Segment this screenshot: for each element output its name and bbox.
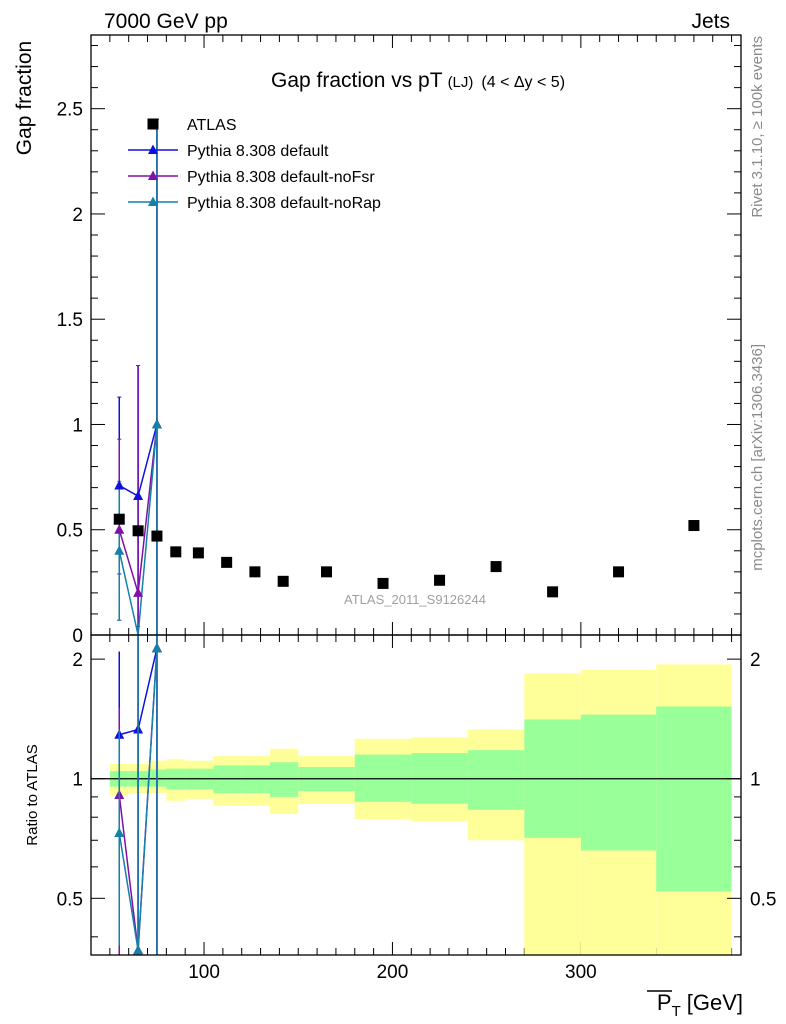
atlas-data-point — [434, 574, 446, 586]
main-title-sub: (LJ) — [448, 74, 474, 91]
legend-marker-triangle — [148, 196, 158, 206]
main-title: Gap fraction vs pT (LJ) (4 < Δy < 5) — [271, 69, 565, 92]
main-title-text: Gap fraction vs pT — [271, 69, 443, 92]
side-label-rivet: Rivet 3.1.10, ≥ 100k events — [749, 36, 766, 218]
x-tick-label: 300 — [565, 962, 597, 983]
atlas-data-point — [192, 547, 204, 559]
legend-marker-square — [147, 118, 159, 130]
x-axis-label: PT [GeV] — [657, 990, 743, 1020]
legend: ATLAS Pythia 8.308 default Pythia 8.308 de… — [128, 117, 381, 212]
side-label-mcplots: mcplots.cern.ch [arXiv:1306.3436] — [749, 344, 766, 571]
ratio-band-green — [656, 706, 732, 892]
main-y-tick-label: 2 — [72, 205, 83, 226]
main-mc-point — [133, 587, 144, 597]
main-mc-point — [133, 490, 144, 501]
ratio-point — [114, 827, 125, 838]
x-axis-label-sub: T — [672, 1003, 681, 1020]
x-axis-label-main: P — [657, 990, 672, 1015]
main-mc-point — [114, 480, 125, 490]
legend-label: Pythia 8.308 default — [187, 143, 329, 160]
ratio-y-tick-label: 1 — [72, 770, 83, 791]
ratio-point — [133, 944, 144, 955]
main-mc-point — [151, 418, 162, 429]
legend-label: ATLAS — [187, 117, 237, 134]
main-y-tick-label: 0 — [72, 626, 83, 647]
atlas-data-point — [277, 575, 289, 587]
x-axis-label-unit: [GeV] — [687, 990, 743, 1015]
legend-label: Pythia 8.308 default-noRap — [187, 195, 381, 212]
atlas-data-point — [547, 586, 559, 598]
ratio-y-tick-label-right: 2 — [750, 650, 761, 671]
atlas-data-point — [221, 556, 233, 568]
atlas-data-point — [151, 530, 163, 542]
main-y-tick-label: 0.5 — [57, 521, 83, 542]
ratio-y-tick-label: 0.5 — [57, 889, 83, 910]
main-y-axis-label: Gap fraction — [13, 41, 36, 155]
ratio-y-tick-label-right: 1 — [750, 770, 761, 791]
main-title-range: (4 < Δy < 5) — [481, 74, 565, 91]
ratio-point — [151, 642, 162, 653]
ratio-panel-frame — [90, 634, 742, 956]
main-panel: 0 0.5 1 1.5 2 2.5 Gap fraction vs pT (LJ) (4 < … — [13, 34, 742, 647]
x-tick-label: 200 — [377, 962, 409, 983]
atlas-data-point — [113, 513, 125, 525]
x-tick-label: 100 — [188, 962, 220, 983]
watermark-analysis-id: ATLAS_2011_S9126244 — [344, 592, 486, 607]
main-y-tick-label: 2.5 — [57, 100, 83, 121]
ratio-y-tick-label: 2 — [72, 650, 83, 671]
main-mc-point — [114, 524, 125, 534]
atlas-data-point — [170, 546, 182, 558]
atlas-data-point — [688, 520, 700, 532]
ratio-y-tick-label-right: 0.5 — [750, 889, 776, 910]
ratio-y-axis-label: Ratio to ATLAS — [24, 744, 41, 845]
ratio-band-green — [269, 762, 299, 797]
legend-label: Pythia 8.308 default-noFsr — [187, 169, 375, 186]
legend-marker-triangle — [148, 144, 158, 154]
atlas-data-point — [132, 525, 144, 537]
atlas-data-point — [321, 566, 333, 578]
atlas-data-point — [613, 566, 625, 578]
header-right: Jets — [691, 10, 730, 33]
main-y-tick-label: 1.5 — [57, 310, 83, 331]
atlas-data-point — [249, 566, 261, 578]
atlas-data-point — [377, 577, 389, 589]
legend-marker-triangle — [148, 170, 158, 180]
header-left: 7000 GeV pp — [104, 10, 228, 33]
ratio-band-green — [580, 714, 657, 851]
atlas-data-point — [490, 561, 502, 573]
ratio-band-green — [467, 750, 525, 810]
ratio-panel: 100 200 300 0.5 0.5 1 1 2 2 Ratio to ATLAS PT [Ge… — [24, 634, 776, 1020]
main-mc-point — [114, 545, 125, 555]
main-y-tick-label: 1 — [72, 415, 83, 436]
